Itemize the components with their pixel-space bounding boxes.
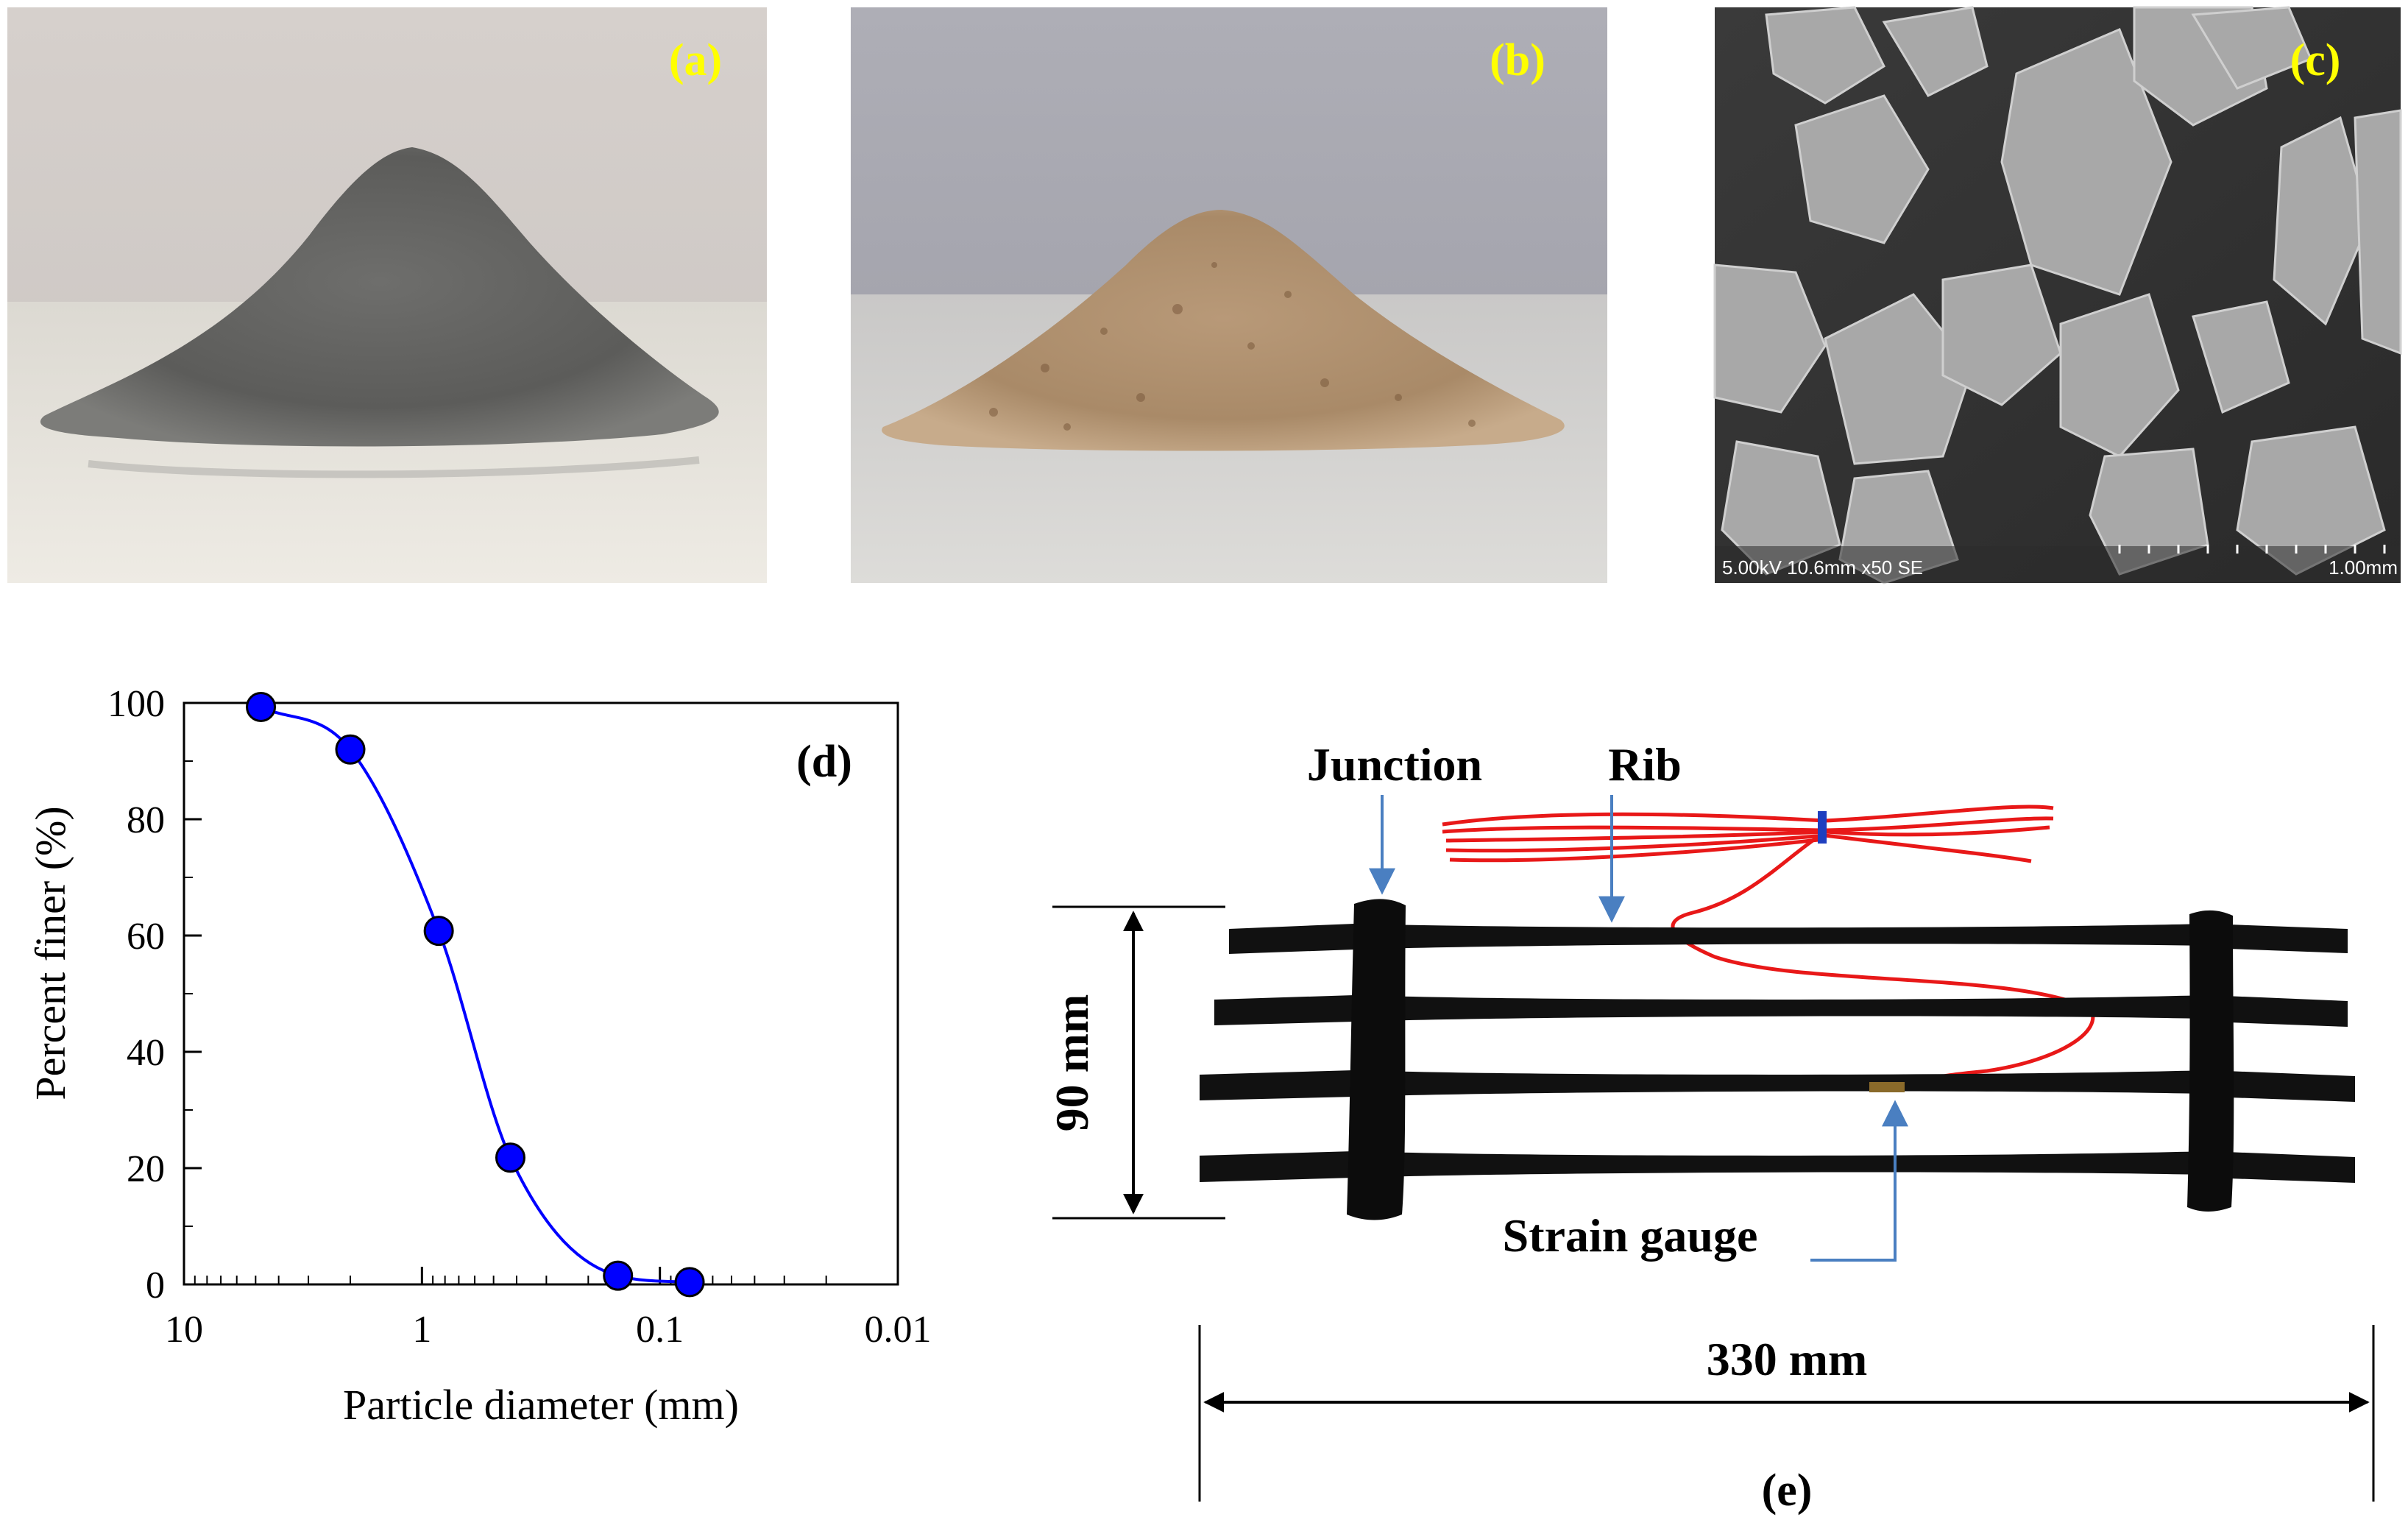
panel-e-length-label: 330 mm <box>1707 1333 1868 1385</box>
chart-data-point <box>603 1260 634 1291</box>
panel-b-label: (b) <box>1490 35 1545 85</box>
panel-c-sem-info: 5.00kV 10.6mm x50 SE <box>1722 556 1923 579</box>
chart-x-minor-ticks <box>194 1276 827 1284</box>
panel-e-junction-label: Junction <box>1307 738 1482 791</box>
panel-c-scale-ticks <box>2118 545 2386 554</box>
chart-series-curve <box>260 705 690 1284</box>
chart-data-point <box>674 1267 705 1298</box>
chart-data-point <box>335 734 366 765</box>
panel-a-photo: (a) <box>7 7 767 583</box>
chart-x-tick-label: 0.01 <box>865 1309 932 1351</box>
panel-b-sand-pile <box>882 210 1565 451</box>
chart-data-points <box>246 692 705 1298</box>
panel-e-width-label: 90 mm <box>1046 994 1098 1132</box>
chart-plot-frame <box>183 701 899 1286</box>
chart-y-tick-label: 60 <box>127 916 165 958</box>
panel-e-strain-gauge-label: Strain gauge <box>1503 1209 1758 1262</box>
panel-b-photo: (b) <box>851 7 1607 583</box>
panel-b-grain-texture <box>989 262 1476 431</box>
panel-c-grains <box>1713 6 2402 584</box>
chart-y-tick-label: 0 <box>146 1265 165 1307</box>
chart-y-tick-label: 20 <box>127 1148 165 1190</box>
panel-d-chart: 10 1 0.1 0.01 0 20 40 60 80 100 (d) Particle dia… <box>26 683 932 1429</box>
chart-y-axis-label: Percent finer (%) <box>26 806 74 1100</box>
panel-d-label: (d) <box>796 737 852 787</box>
chart-data-point <box>423 916 454 947</box>
panel-e-wire-tie <box>1818 811 1827 844</box>
panel-c-info-bar <box>1715 546 2401 583</box>
chart-x-tick-label: 10 <box>165 1309 203 1351</box>
chart-x-tick-label: 1 <box>412 1309 431 1351</box>
panel-e-label: (e) <box>1762 1465 1813 1516</box>
panel-e-strain-gauge-arrow <box>1810 1100 1908 1262</box>
chart-data-point <box>495 1142 525 1173</box>
chart-x-ticks: 10 1 0.1 0.01 <box>165 1267 932 1351</box>
chart-y-ticks: 0 20 40 60 80 100 <box>107 683 202 1307</box>
panel-e-strain-gauge-sensor <box>1869 1082 1905 1092</box>
chart-data-point <box>246 692 277 723</box>
panel-e-wire-bundle <box>1442 805 2095 1084</box>
panel-e-ribs <box>1200 924 2355 1183</box>
panel-c-label: (c) <box>2290 35 2341 85</box>
panel-e-junction-right <box>2187 910 2234 1212</box>
panel-a-soil-pile <box>40 147 719 447</box>
panel-c-scale-bar-label: 1.00mm <box>2329 556 2398 579</box>
panel-e-junction-left <box>1347 899 1406 1220</box>
panel-a-label: (a) <box>669 35 722 85</box>
chart-x-tick-label: 0.1 <box>636 1309 684 1351</box>
panel-e-geogrid: Junction Rib Strain gauge 90 mm 330 mm (… <box>1046 738 2375 1516</box>
chart-y-tick-label: 80 <box>127 799 165 841</box>
chart-y-tick-label: 40 <box>127 1032 165 1074</box>
panel-c-sem-image: 5.00kV 10.6mm x50 SE 1.00mm (c) <box>1713 6 2402 584</box>
chart-y-tick-label: 100 <box>107 683 165 725</box>
chart-x-axis-label: Particle diameter (mm) <box>343 1381 739 1429</box>
panel-e-rib-label: Rib <box>1608 738 1682 791</box>
